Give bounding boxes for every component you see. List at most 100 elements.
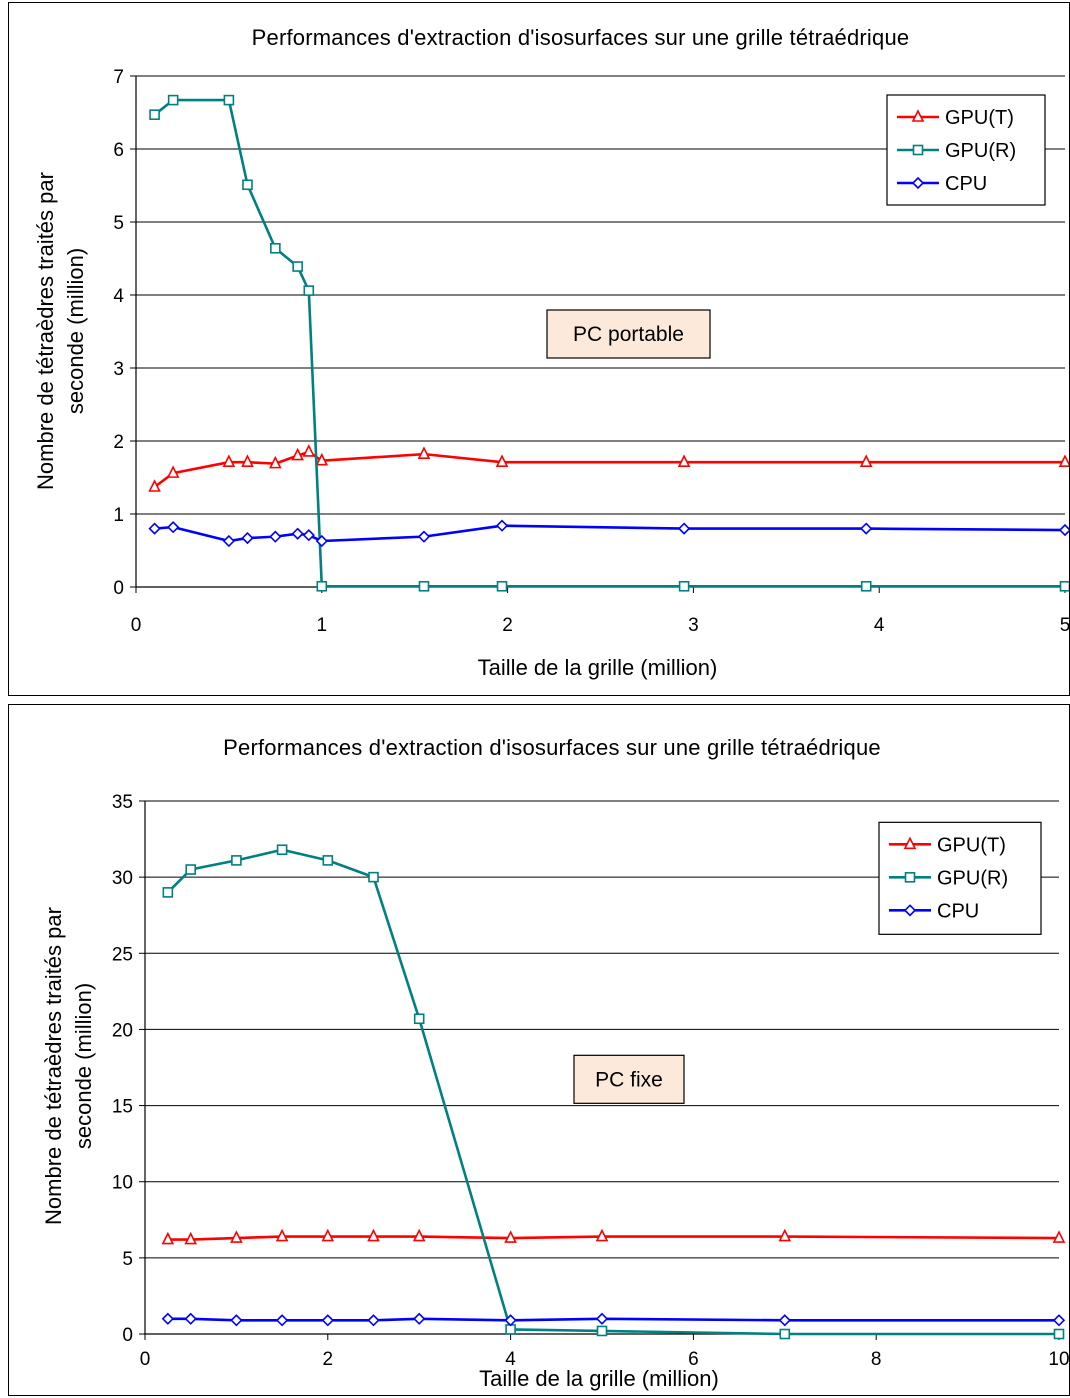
y-tick-label-fixe: 30 bbox=[112, 868, 133, 889]
data-point-fixe bbox=[321, 1314, 334, 1327]
x-tick-label-portable: 0 bbox=[131, 615, 142, 636]
data-point-portable bbox=[315, 452, 329, 466]
data-point-fixe bbox=[778, 1314, 791, 1327]
series-gpur-fixe bbox=[162, 844, 1065, 1340]
data-point-portable bbox=[223, 94, 235, 106]
data-point-fixe bbox=[161, 1312, 174, 1325]
y-tick-label-fixe: 15 bbox=[112, 1097, 133, 1118]
annotation-label-fixe: PC fixe bbox=[595, 1068, 663, 1091]
x-axis-label-fixe: Taille de la grille (million) bbox=[479, 1366, 719, 1391]
y-axis-label-line2-fixe: seconde (million) bbox=[71, 983, 96, 1149]
data-point-portable bbox=[677, 454, 691, 467]
y-tick-label-portable: 5 bbox=[113, 213, 124, 234]
y-tick-label-fixe: 35 bbox=[112, 792, 133, 813]
y-axis-label-line2-portable: seconde (million) bbox=[63, 248, 88, 414]
data-point-portable bbox=[148, 522, 161, 535]
chart-title-fixe: Performances d'extraction d'isosurfaces … bbox=[223, 735, 881, 760]
data-point-fixe bbox=[413, 1312, 426, 1325]
data-point-portable bbox=[222, 534, 236, 548]
x-tick-label-portable: 5 bbox=[1060, 615, 1069, 636]
legend-marker-portable bbox=[912, 144, 924, 156]
data-point-portable bbox=[291, 527, 304, 540]
chart-panel-portable: Performances d'extraction d'isosurfaces … bbox=[8, 2, 1070, 696]
data-point-fixe bbox=[161, 1231, 175, 1245]
data-point-portable bbox=[270, 242, 281, 254]
data-point-fixe bbox=[778, 1228, 792, 1242]
y-tick-label-portable: 2 bbox=[113, 432, 124, 453]
legend-label-fixe: CPU bbox=[937, 900, 979, 922]
y-axis-label-line1-fixe: Nombre de tétraèdres traités par bbox=[41, 907, 66, 1225]
data-point-portable bbox=[302, 529, 315, 542]
y-tick-label-fixe: 10 bbox=[112, 1173, 133, 1194]
y-tick-label-portable: 6 bbox=[113, 140, 124, 161]
data-point-fixe bbox=[412, 1228, 426, 1242]
y-tick-label-portable: 1 bbox=[113, 505, 124, 526]
data-point-portable bbox=[241, 531, 254, 545]
data-point-portable bbox=[495, 519, 509, 532]
data-point-portable bbox=[495, 454, 509, 467]
chart-title-portable: Performances d'extraction d'isosurfaces … bbox=[252, 25, 910, 50]
data-point-portable bbox=[167, 521, 180, 534]
data-point-portable bbox=[1058, 523, 1069, 537]
y-tick-label-fixe: 0 bbox=[122, 1325, 133, 1346]
legend-portable: GPU(T) GPU(R) CPU bbox=[886, 94, 1046, 206]
y-axis-label-line1-portable: Nombre de tétraèdres traités par bbox=[33, 172, 58, 490]
data-point-fixe bbox=[596, 1325, 608, 1337]
data-point-fixe bbox=[322, 855, 334, 866]
series-gput-portable bbox=[148, 444, 1069, 492]
legend-marker-fixe bbox=[904, 872, 916, 883]
y-tick-label-fixe: 20 bbox=[112, 1020, 133, 1041]
data-point-fixe bbox=[231, 855, 242, 866]
legend-fixe: GPU(T) GPU(R) CPU bbox=[878, 821, 1042, 935]
data-point-fixe bbox=[230, 1314, 243, 1327]
data-point-portable bbox=[315, 534, 328, 548]
x-tick-label-portable: 2 bbox=[502, 615, 513, 636]
legend-marker-fixe bbox=[903, 904, 917, 917]
chart-panel-fixe: Performances d'extraction d'isosurfaces … bbox=[8, 704, 1070, 1396]
data-point-portable bbox=[241, 454, 254, 467]
data-point-fixe bbox=[367, 1314, 380, 1327]
legend-label-fixe: GPU(R) bbox=[937, 867, 1008, 889]
data-point-fixe bbox=[1052, 1314, 1066, 1327]
series-cpu-portable bbox=[148, 519, 1069, 548]
data-point-fixe bbox=[504, 1314, 517, 1327]
legend-label-portable: GPU(T) bbox=[945, 107, 1014, 129]
legend-marker-fixe bbox=[903, 836, 917, 850]
series-gpur-portable bbox=[149, 94, 1069, 592]
annotation-box-fixe bbox=[573, 1054, 685, 1104]
data-point-portable bbox=[242, 179, 253, 191]
data-point-portable bbox=[303, 285, 315, 296]
data-point-portable bbox=[166, 465, 180, 478]
data-point-portable bbox=[148, 479, 161, 492]
chart-svg-portable: Performances d'extraction d'isosurfaces … bbox=[33, 25, 1069, 680]
data-point-fixe bbox=[413, 1013, 425, 1025]
x-tick-label-portable: 1 bbox=[317, 615, 328, 636]
series-line-portable bbox=[154, 524, 1066, 543]
data-point-fixe bbox=[275, 1228, 289, 1242]
annotation-box-portable bbox=[546, 309, 711, 359]
data-point-fixe bbox=[184, 1231, 197, 1245]
data-point-fixe bbox=[275, 1314, 289, 1327]
series-line-portable bbox=[153, 450, 1065, 489]
x-tick-label-fixe: 10 bbox=[1048, 1349, 1069, 1370]
y-tick-label-fixe: 5 bbox=[122, 1249, 133, 1270]
data-point-portable bbox=[269, 455, 282, 469]
data-point-portable bbox=[859, 454, 873, 467]
x-tick-label-fixe: 6 bbox=[688, 1349, 699, 1370]
data-point-portable bbox=[292, 261, 303, 272]
data-point-portable bbox=[316, 580, 328, 592]
annotation-label-portable: PC portable bbox=[573, 323, 684, 346]
x-tick-label-fixe: 8 bbox=[871, 1349, 882, 1370]
data-point-portable bbox=[1058, 454, 1069, 467]
data-point-fixe bbox=[1053, 1328, 1065, 1340]
data-point-fixe bbox=[162, 887, 174, 898]
data-point-portable bbox=[417, 530, 431, 543]
y-tick-label-portable: 0 bbox=[113, 578, 124, 599]
data-point-fixe bbox=[595, 1228, 609, 1242]
x-tick-label-portable: 4 bbox=[874, 615, 885, 636]
data-point-portable bbox=[291, 447, 304, 461]
data-point-fixe bbox=[185, 864, 196, 875]
data-point-portable bbox=[269, 530, 282, 543]
data-point-portable bbox=[418, 580, 430, 592]
data-point-portable bbox=[678, 580, 690, 592]
